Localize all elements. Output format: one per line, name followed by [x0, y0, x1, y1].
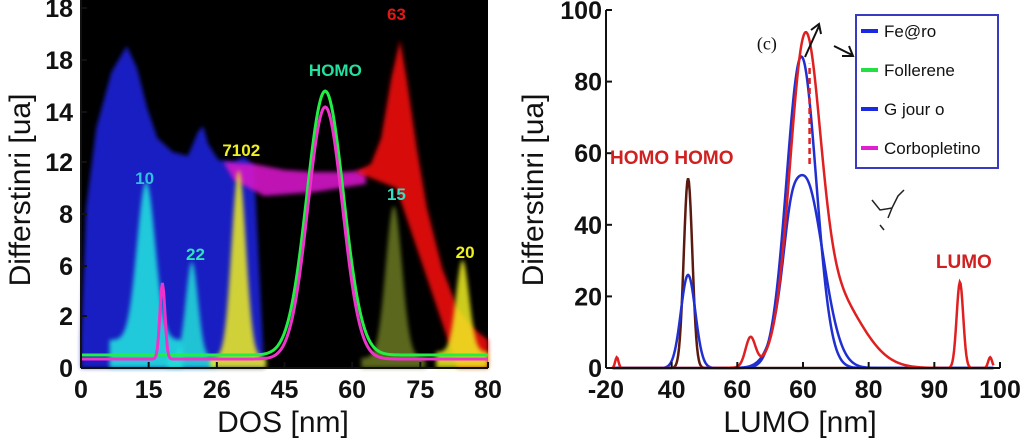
x-tick-label: 75 — [406, 376, 434, 404]
annotation: 7102 — [222, 141, 260, 160]
x-tick-label: 60 — [338, 376, 366, 404]
annotation: 63 — [387, 5, 406, 24]
y-tick-label: 0 — [588, 355, 602, 383]
legend-item: Corbopletino — [861, 139, 980, 158]
y-tick-label: 2 — [59, 303, 73, 331]
series-line — [81, 105, 488, 361]
legend-label: G jour o — [884, 100, 944, 119]
y-tick-label: 80 — [574, 69, 602, 97]
y-tick-label: 18 — [45, 0, 73, 23]
legend-item: Fe@ro — [861, 22, 936, 41]
legend-item: Follerene — [861, 61, 955, 80]
x-tick-label: 40 — [658, 376, 686, 404]
x-tick-label: 60 — [789, 376, 817, 404]
x-tick-label: 15 — [135, 376, 163, 404]
dos-y-axis-title: Differstinri [ua] — [4, 94, 37, 287]
y-tick-label: 6 — [59, 253, 73, 281]
x-tick-label: -20 — [588, 376, 624, 404]
legend-label: Corbopletino — [884, 139, 980, 158]
series-line — [612, 177, 994, 370]
x-tick-label: 80 — [855, 376, 883, 404]
y-tick-label: 20 — [574, 283, 602, 311]
y-tick-label: 60 — [574, 140, 602, 168]
peak-area — [361, 206, 426, 368]
x-tick-label: 80 — [474, 376, 502, 404]
legend-label: Follerene — [884, 61, 955, 80]
annotation: HOMO — [309, 61, 362, 80]
annotation: 10 — [135, 169, 154, 188]
peak-area — [436, 260, 488, 368]
area-band — [355, 40, 488, 368]
y-tick-label: 8 — [59, 201, 73, 229]
dos-x-axis-title: DOS [nm] — [217, 406, 349, 439]
legend-box — [855, 14, 999, 169]
lumo-y-axis-title: Differstinri [ua] — [517, 94, 550, 287]
annotation: HOMO HOMO — [610, 148, 734, 169]
area-band — [223, 162, 366, 196]
annotation: 20 — [456, 243, 475, 262]
y-tick-label: 12 — [45, 149, 73, 177]
annotation: LUMO — [936, 252, 992, 273]
y-tick-label: 0 — [59, 355, 73, 383]
lumo-chart: -20 40 60 60 80 90 100 0 20 40 60 80 100 (c) HOMO HOMO… — [560, 0, 1021, 404]
x-tick-label: 60 — [723, 376, 751, 404]
y-tick-label: 40 — [574, 212, 602, 240]
arrow-icon — [833, 45, 855, 57]
y-tick-label: 100 — [560, 0, 602, 25]
legend-item: G jour o — [861, 100, 944, 119]
molecule-icon — [871, 189, 905, 231]
legend-label: Fe@ro — [884, 22, 936, 41]
arrow-icon — [804, 22, 822, 58]
y-tick-label: 18 — [45, 47, 73, 75]
x-tick-label: 26 — [203, 376, 231, 404]
lumo-x-axis-title: LUMO [nm] — [723, 406, 876, 439]
series-line — [81, 89, 488, 357]
area-band — [81, 46, 265, 368]
y-tick-label: 14 — [45, 99, 73, 127]
annotation: 15 — [387, 185, 406, 204]
x-tick-label: 90 — [920, 376, 948, 404]
peak-area — [167, 262, 217, 368]
x-tick-label: 100 — [979, 376, 1021, 404]
peak-area — [210, 170, 267, 368]
x-tick-label: 0 — [74, 376, 88, 404]
annotation: 22 — [186, 245, 205, 264]
annotation: (c) — [757, 33, 777, 54]
x-tick-label: 45 — [271, 376, 299, 404]
legend: Fe@ro Follerene G jour o Corbopletino — [855, 14, 999, 169]
